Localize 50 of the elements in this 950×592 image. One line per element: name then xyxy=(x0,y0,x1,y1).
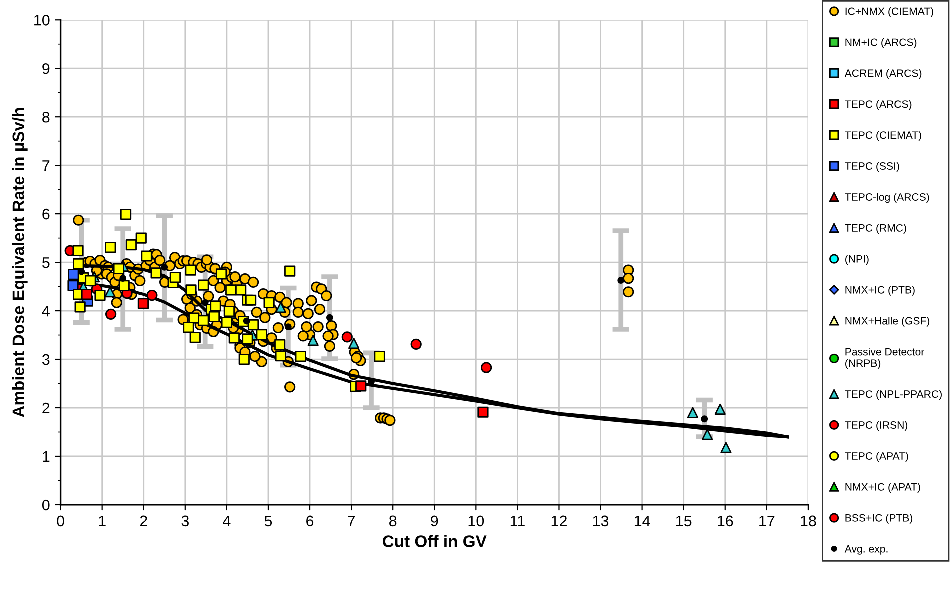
y-tick-label: 0 xyxy=(42,500,50,511)
y-axis-title: Ambient Dose Equivalent Rate in µSv/h xyxy=(12,108,28,418)
x-tick-label: 14 xyxy=(634,516,650,526)
y-tick-label: 8 xyxy=(42,112,50,123)
x-tick-label: 9 xyxy=(431,516,438,527)
y-tick-label: 1 xyxy=(43,452,50,462)
y-tick-label: 6 xyxy=(42,208,50,220)
legend-label: TEPC (CIEMAT) xyxy=(845,131,922,142)
x-tick-label: 4 xyxy=(223,516,231,526)
y-tick-label: 2 xyxy=(42,402,50,414)
x-tick-label: 6 xyxy=(306,516,314,527)
x-tick-label: 15 xyxy=(676,516,692,527)
legend-label: TEPC (APAT) xyxy=(845,452,908,462)
x-tick-label: 12 xyxy=(552,516,567,526)
legend-label: TEPC (NPL-PPARC) xyxy=(845,390,942,400)
legend-label: TEPC (IRSN) xyxy=(845,421,908,432)
x-tick-label: 7 xyxy=(348,516,356,526)
legend-label: BSS+IC (PTB) xyxy=(846,514,913,524)
legend-label: (NPI) xyxy=(846,255,869,265)
x-tick-label: 10 xyxy=(468,516,484,527)
x-tick-label: 18 xyxy=(801,516,816,527)
x-tick-label: 11 xyxy=(510,516,525,526)
legend-label: IC+NMX (CIEMAT) xyxy=(846,8,934,18)
x-tick-label: 3 xyxy=(182,516,189,527)
x-tick-label: 0 xyxy=(57,516,64,527)
y-tick-label: 4 xyxy=(42,306,50,317)
x-tick-label: 17 xyxy=(760,516,775,526)
x-tick-label: 1 xyxy=(99,516,106,526)
legend-label: TEPC (RMC) xyxy=(845,224,906,234)
legend-label: NM+IC (ARCS) xyxy=(846,38,917,48)
x-tick-label: 13 xyxy=(593,516,609,527)
x-axis-title: Cut Off in GV xyxy=(383,535,487,548)
x-tick-label: 16 xyxy=(718,516,734,527)
x-tick-label: 5 xyxy=(264,516,272,527)
y-tick-label: 5 xyxy=(42,258,50,268)
y-tick-label: 7 xyxy=(42,160,50,172)
legend-label: NMX+Halle (GSF) xyxy=(846,317,930,327)
y-tick-label: 3 xyxy=(42,354,50,366)
legend-label: Passive Detector (NRPB) xyxy=(846,348,924,370)
legend-label: Avg. exp. xyxy=(844,545,888,555)
legend-label: NMX+IC (APAT) xyxy=(846,483,920,493)
legend-label: NMX+IC (PTB) xyxy=(846,286,915,296)
legend-label: TEPC (SSI) xyxy=(845,162,900,172)
y-tick-label: 9 xyxy=(42,63,50,74)
legend-label: ACREM (ARCS) xyxy=(844,69,922,80)
legend-label: TEPC-log (ARCS) xyxy=(845,193,930,204)
x-tick-label: 2 xyxy=(140,516,148,526)
x-tick-label: 8 xyxy=(390,516,397,527)
legend-label: TEPC (ARCS) xyxy=(845,100,912,110)
y-tick-label: 10 xyxy=(34,14,50,26)
